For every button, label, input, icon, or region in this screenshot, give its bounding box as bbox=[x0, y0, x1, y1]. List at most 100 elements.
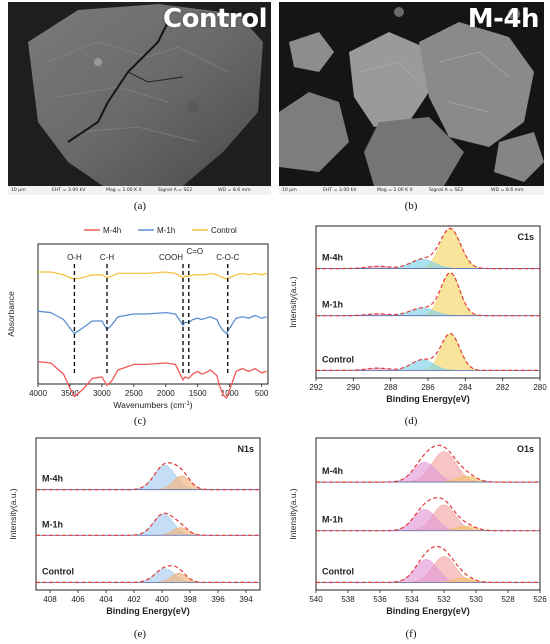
plot-frame bbox=[35, 437, 261, 591]
series-label-m-1h: M-1h bbox=[322, 300, 343, 310]
xps-o1s-chart: 540 538 536 534 532 530 528 526 Binding Energy(e… bbox=[288, 437, 547, 616]
series-label-m-1h: M-1h bbox=[42, 519, 63, 529]
plot-frame bbox=[37, 243, 269, 385]
x-tick-label: 284 bbox=[459, 383, 473, 392]
caption-d: (d) bbox=[404, 415, 418, 427]
x-tick-label: 404 bbox=[99, 595, 113, 604]
x-tick-label: 538 bbox=[341, 595, 355, 604]
panel-d: 292 290 288 286 284 282 280 Binding Energy(eV) I… bbox=[280, 216, 548, 416]
x-tick-label: 1500 bbox=[189, 389, 207, 398]
series-label-m-1h: M-1h bbox=[322, 515, 343, 525]
legend-label-m-4h: M-4h bbox=[103, 226, 121, 235]
panel-e: 408 406 404 402 400 398 396 394 Binding Energy(e… bbox=[0, 428, 275, 628]
x-tick-label: 396 bbox=[211, 595, 225, 604]
sem-info-strip: 10 μm EHT = 3.00 kV Mag = 1.00 K X Signa… bbox=[279, 186, 544, 195]
x-axis-label: Binding Energy(eV) bbox=[106, 606, 190, 616]
sem-title-m4h: M-4h bbox=[467, 4, 540, 34]
x-tick-label: 286 bbox=[421, 383, 435, 392]
annotation-label-c-o-c: C-O-C bbox=[216, 253, 239, 262]
x-tick-label: 526 bbox=[533, 595, 547, 604]
x-tick-label: 528 bbox=[501, 595, 515, 604]
panel-title: O1s bbox=[517, 444, 534, 454]
x-tick-label: 408 bbox=[43, 595, 57, 604]
y-axis-label: Absorbance bbox=[6, 291, 16, 337]
x-axis-label: Wavenumbers (cm-1) bbox=[113, 400, 192, 410]
annotation-label-cooh: COOH bbox=[159, 253, 183, 262]
x-axis-label: Binding Energy(eV) bbox=[386, 606, 470, 616]
wd-label: WD = 8.6 mm bbox=[491, 188, 524, 193]
series-label-m-4h: M-4h bbox=[322, 466, 343, 476]
peak-component-m-1h-1 bbox=[316, 307, 540, 316]
eht-label: EHT = 3.00 kV bbox=[323, 188, 357, 193]
x-tick-label: 288 bbox=[384, 383, 398, 392]
peak-component-m-1h-0 bbox=[36, 513, 260, 536]
x-tick-label: 3500 bbox=[61, 389, 79, 398]
panel-title: C1s bbox=[517, 232, 534, 242]
series-label-control: Control bbox=[322, 566, 354, 576]
caption-c: (c) bbox=[133, 415, 147, 427]
legend-label-m-1h: M-1h bbox=[157, 226, 175, 235]
panel-title: N1s bbox=[237, 444, 254, 454]
scale-bar-label: 10 μm bbox=[282, 188, 297, 193]
y-axis-label: Intensity(a.u.) bbox=[288, 488, 298, 540]
series-label-m-4h: M-4h bbox=[322, 253, 343, 263]
sem-micrograph-m4h bbox=[279, 2, 544, 186]
x-tick-label: 400 bbox=[155, 595, 169, 604]
series-line-m-1h bbox=[37, 310, 267, 335]
panel-f: 540 538 536 534 532 530 528 526 Binding Energy(e… bbox=[280, 428, 548, 628]
x-tick-label: 530 bbox=[469, 595, 483, 604]
x-axis-label-text: Wavenumbers (cm bbox=[113, 400, 184, 410]
envelope-fit-m-4h bbox=[36, 462, 260, 491]
x-tick-label: 1000 bbox=[221, 389, 239, 398]
x-tick-label: 290 bbox=[347, 383, 361, 392]
xps-c1s-chart: 292 290 288 286 284 282 280 Binding Energy(eV) I… bbox=[288, 225, 547, 404]
peak-component-m-4h-1 bbox=[316, 461, 540, 483]
wd-label: WD = 8.6 mm bbox=[218, 188, 251, 193]
mag-label: Mag = 1.00 K X bbox=[377, 188, 413, 193]
annotation-label-o-h: O-H bbox=[67, 253, 82, 262]
sem-micrograph-control bbox=[8, 2, 271, 186]
envelope-fit-m-1h bbox=[36, 512, 260, 536]
x-tick-label: 292 bbox=[309, 383, 323, 392]
eht-label: EHT = 3.00 kV bbox=[52, 188, 86, 193]
panel-c: 4000 3500 3000 2500 2000 1500 1000 500 Wavenumbe… bbox=[0, 216, 275, 416]
x-tick-label: 540 bbox=[309, 595, 323, 604]
panel-a: Control 10 μm EHT = 3.00 kV Mag = 1.00 K… bbox=[8, 2, 271, 195]
x-axis-label-superscript: -1 bbox=[184, 401, 190, 407]
x-tick-label: 280 bbox=[533, 383, 547, 392]
sem-image-m4h: M-4h 10 μm EHT = 3.00 kV Mag = 1.00 K X … bbox=[279, 2, 544, 195]
xps-n1s-chart: 408 406 404 402 400 398 396 394 Binding Energy(e… bbox=[8, 437, 261, 616]
series-label-control: Control bbox=[322, 354, 354, 364]
x-axis-label: Binding Energy(eV) bbox=[386, 394, 470, 404]
x-axis-label-close: ) bbox=[190, 400, 193, 410]
mag-label: Mag = 1.00 K X bbox=[106, 188, 142, 193]
series-label-control: Control bbox=[42, 566, 74, 576]
plot-frame bbox=[315, 437, 541, 591]
x-tick-label: 4000 bbox=[29, 389, 47, 398]
legend-label-control: Control bbox=[211, 226, 237, 235]
panel-b: M-4h 10 μm EHT = 3.00 kV Mag = 1.00 K X … bbox=[279, 2, 544, 195]
annotation-label-c-o: C=O bbox=[186, 247, 203, 256]
peak-component-m-4h-1 bbox=[316, 259, 540, 269]
caption-e: (e) bbox=[133, 628, 147, 640]
x-tick-label: 534 bbox=[405, 595, 419, 604]
caption-f: (f) bbox=[405, 628, 417, 640]
ftir-chart: 4000 3500 3000 2500 2000 1500 1000 500 Wavenumbe… bbox=[6, 226, 269, 410]
series-line-m-4h bbox=[37, 360, 267, 400]
x-tick-label: 2000 bbox=[157, 389, 175, 398]
x-tick-label: 406 bbox=[71, 595, 85, 604]
x-tick-label: 536 bbox=[373, 595, 387, 604]
x-tick-label: 2500 bbox=[125, 389, 143, 398]
envelope-fit-m-4h bbox=[316, 444, 540, 483]
sem-image-control: Control 10 μm EHT = 3.00 kV Mag = 1.00 K… bbox=[8, 2, 271, 195]
y-axis-label: Intensity(a.u.) bbox=[8, 488, 18, 540]
x-tick-label: 532 bbox=[437, 595, 451, 604]
x-tick-label: 398 bbox=[183, 595, 197, 604]
scale-bar-label: 10 μm bbox=[11, 188, 26, 193]
peak-component-m-1h-1 bbox=[316, 509, 540, 531]
envelope-fit-control bbox=[36, 565, 260, 583]
sem-info-strip: 10 μm EHT = 3.00 kV Mag = 1.00 K X Signa… bbox=[8, 186, 271, 195]
x-tick-label: 394 bbox=[239, 595, 253, 604]
peak-component-m-4h-0 bbox=[36, 465, 260, 490]
envelope-fit-m-1h bbox=[316, 271, 540, 317]
